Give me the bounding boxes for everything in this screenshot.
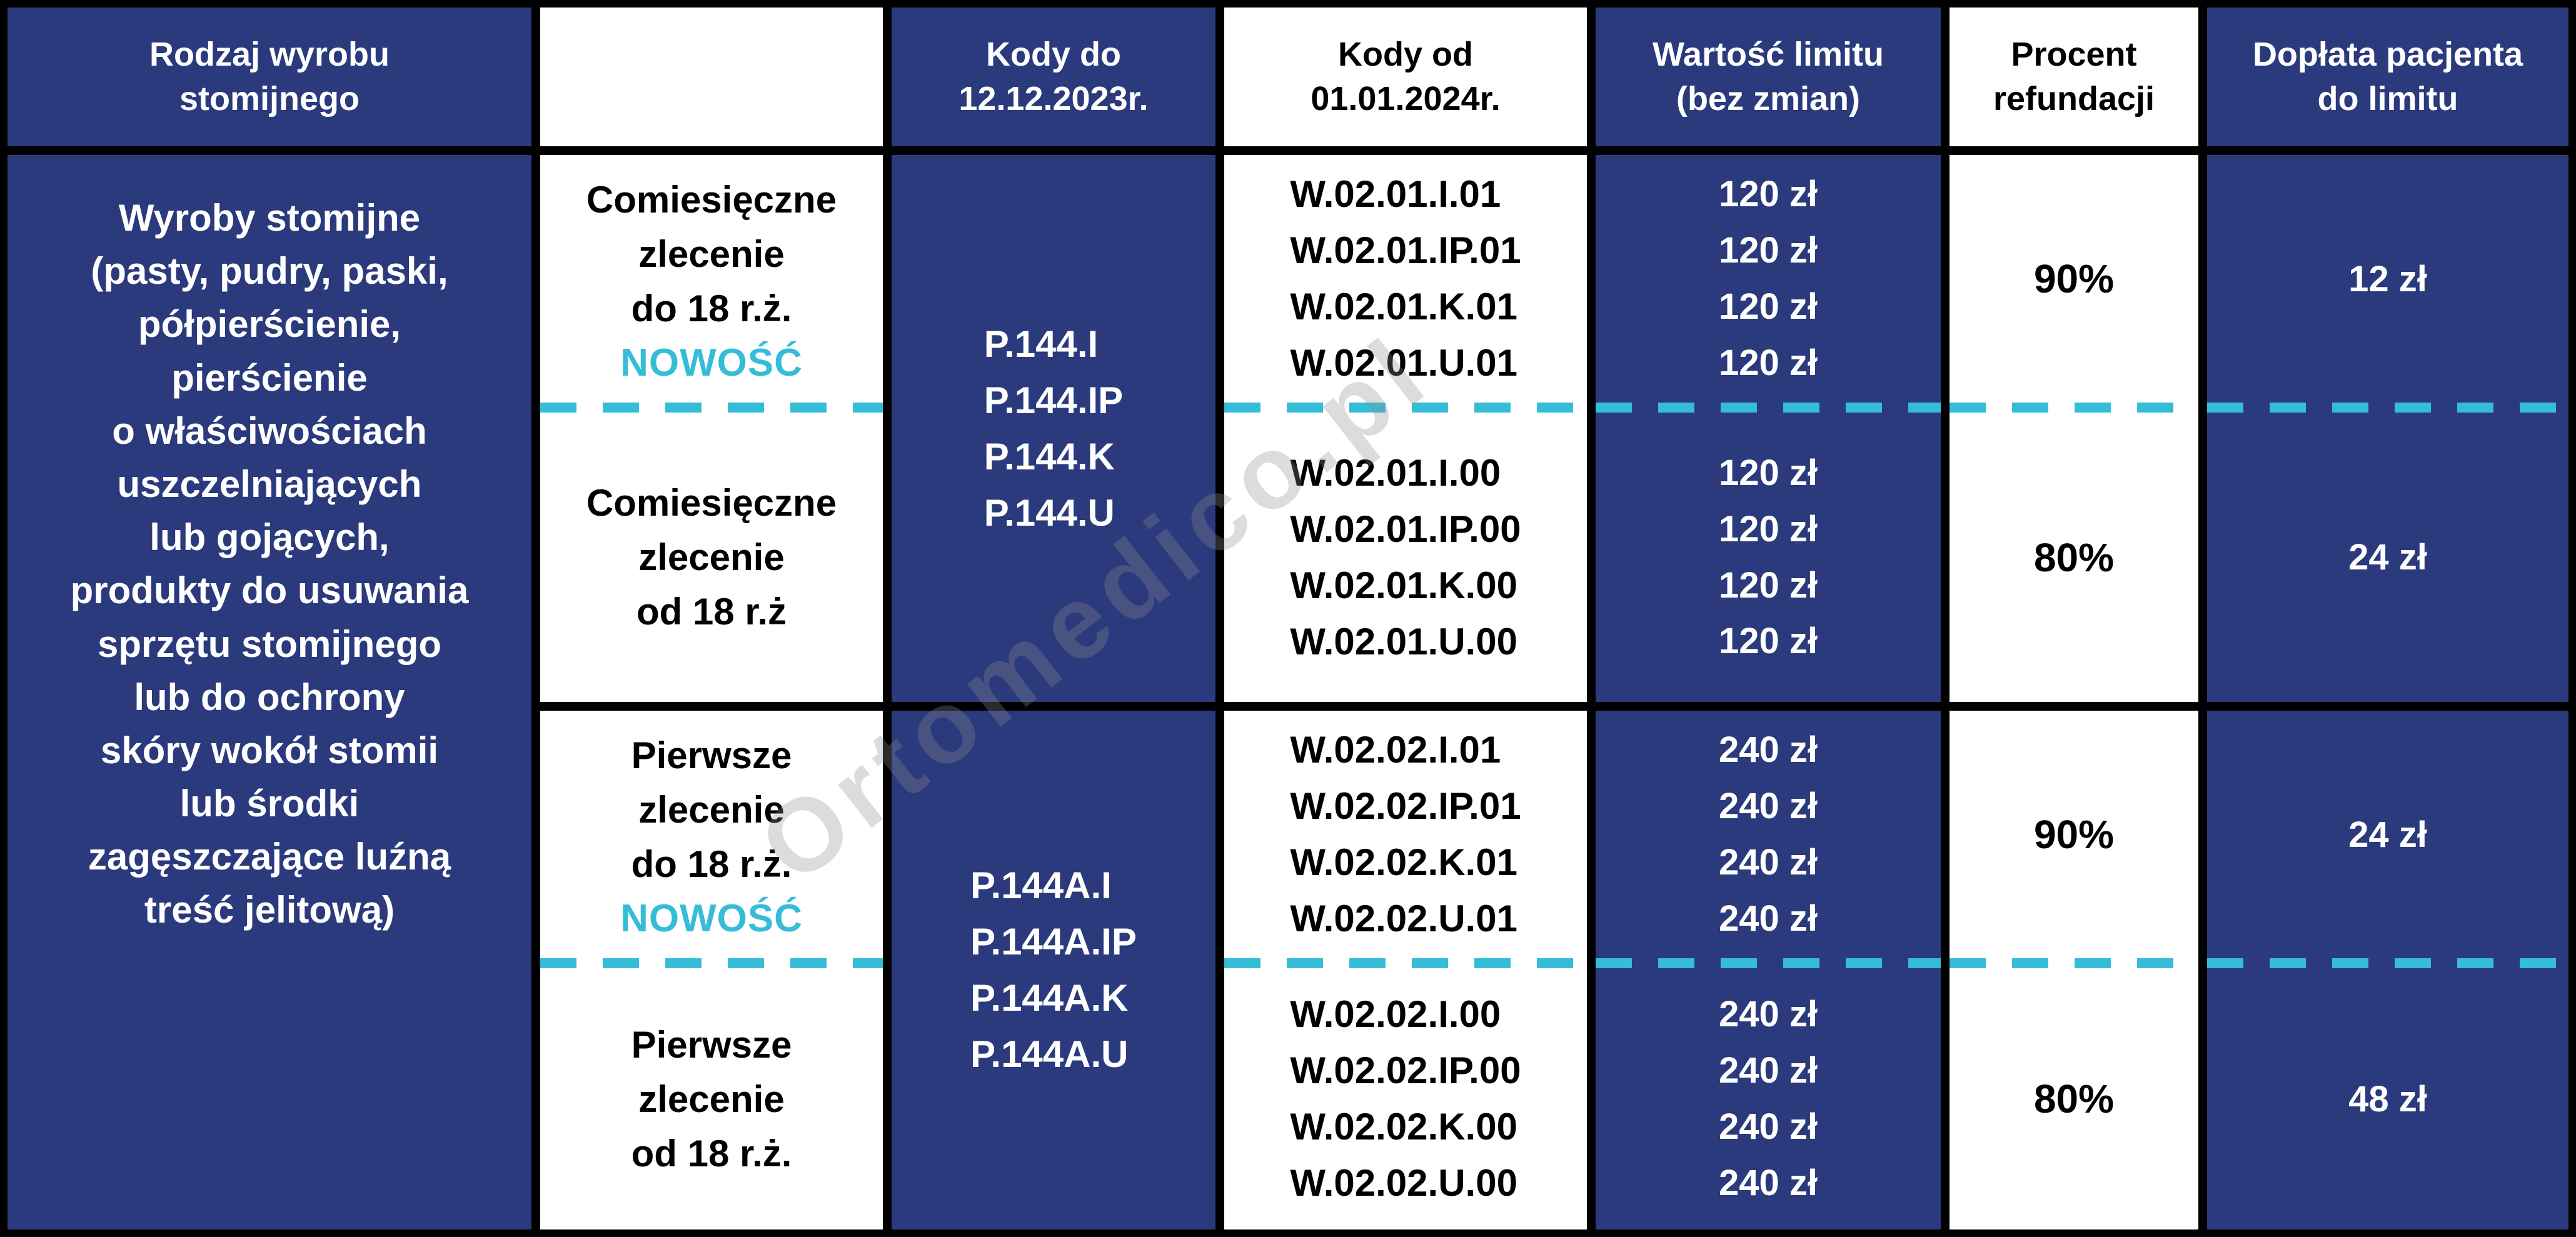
order-first-under18: Pierwsze zlecenie do 18 r.ż. NOWOŚĆ	[540, 711, 883, 958]
order-monthly-over18: Comiesięczne zlecenie od 18 r.ż	[540, 413, 883, 702]
limit-values: 240 zł 240 zł 240 zł 240 zł	[1719, 994, 1818, 1203]
dashed-divider	[1596, 958, 1941, 968]
dashed-divider	[540, 403, 883, 413]
refund-percent: 80%	[2033, 534, 2115, 580]
dashed-divider	[540, 958, 883, 968]
copay-value: 24 zł	[2348, 814, 2427, 855]
codes-old-list: P.144A.I P.144A.IP P.144A.K P.144A.U	[970, 864, 1137, 1075]
header-limit-value: Wartość limitu (bez zmian)	[1596, 8, 1941, 146]
header-product-type: Rodzaj wyrobu stomijnego	[8, 8, 531, 146]
header-patient-copay: Dopłata pacjenta do limitu	[2207, 8, 2568, 146]
codes-new-sub1: W.02.01.I.01 W.02.01.IP.01 W.02.01.K.01 …	[1224, 155, 1587, 403]
refund-sub2: 80%	[1950, 968, 2198, 1229]
refund-group2: 90% 80%	[1950, 711, 2198, 1229]
limit-sub1: 120 zł 120 zł 120 zł 120 zł	[1596, 155, 1941, 403]
dashed-divider	[1596, 403, 1941, 413]
header-refund-percent: Procent refundacji	[1950, 8, 2198, 146]
order-label: Comiesięczne zlecenie od 18 r.ż	[586, 482, 837, 633]
copay-sub1: 24 zł	[2207, 711, 2568, 958]
dashed-divider	[2207, 403, 2568, 413]
order-label: Comiesięczne zlecenie do 18 r.ż.	[586, 179, 837, 329]
codes-new-sub2: W.02.02.I.00 W.02.02.IP.00 W.02.02.K.00 …	[1224, 968, 1587, 1229]
product-type-cell: Wyroby stomijne (pasty, pudry, paski, pó…	[8, 155, 531, 1229]
limit-sub2: 120 zł 120 zł 120 zł 120 zł	[1596, 413, 1941, 702]
codes-old-group1: P.144.I P.144.IP P.144.K P.144.U	[892, 155, 1215, 702]
refund-percent: 90%	[2033, 256, 2115, 301]
copay-sub1: 12 zł	[2207, 155, 2568, 403]
refund-group1: 90% 80%	[1950, 155, 2198, 702]
dashed-divider	[1950, 958, 2198, 968]
dashed-divider	[1950, 403, 2198, 413]
refund-percent: 90%	[2033, 812, 2115, 857]
order-first-over18: Pierwsze zlecenie od 18 r.ż.	[540, 968, 883, 1229]
limit-values: 120 zł 120 zł 120 zł 120 zł	[1719, 174, 1818, 383]
codes-new-list: W.02.01.I.00 W.02.01.IP.00 W.02.01.K.00 …	[1290, 451, 1521, 663]
codes-old-group2: P.144A.I P.144A.IP P.144A.K P.144A.U	[892, 711, 1215, 1229]
dashed-divider	[2207, 958, 2568, 968]
order-label: Pierwsze zlecenie do 18 r.ż.	[631, 734, 792, 885]
refund-percent: 80%	[2033, 1076, 2115, 1121]
copay-value: 48 zł	[2348, 1078, 2427, 1119]
limit-sub2: 240 zł 240 zł 240 zł 240 zł	[1596, 968, 1941, 1229]
header-codes-old: Kody do 12.12.2023r.	[892, 8, 1215, 146]
codes-new-group2: W.02.02.I.01 W.02.02.IP.01 W.02.02.K.01 …	[1224, 711, 1587, 1229]
codes-new-sub1: W.02.02.I.01 W.02.02.IP.01 W.02.02.K.01 …	[1224, 711, 1587, 958]
codes-new-sub2: W.02.01.I.00 W.02.01.IP.00 W.02.01.K.00 …	[1224, 413, 1587, 702]
header-codes-new: Kody od 01.01.2024r.	[1224, 8, 1587, 146]
copay-value: 12 zł	[2348, 258, 2427, 299]
header-order-type	[540, 8, 883, 146]
codes-new-list: W.02.02.I.00 W.02.02.IP.00 W.02.02.K.00 …	[1290, 993, 1521, 1204]
order-type-group2: Pierwsze zlecenie do 18 r.ż. NOWOŚĆ Pier…	[540, 711, 883, 1229]
order-label: Pierwsze zlecenie od 18 r.ż.	[631, 1023, 792, 1174]
refund-sub1: 90%	[1950, 711, 2198, 958]
copay-sub2: 48 zł	[2207, 968, 2568, 1229]
copay-group1: 12 zł 24 zł	[2207, 155, 2568, 702]
limit-group2: 240 zł 240 zł 240 zł 240 zł 240 zł 240 z…	[1596, 711, 1941, 1229]
codes-new-list: W.02.02.I.01 W.02.02.IP.01 W.02.02.K.01 …	[1290, 729, 1521, 939]
codes-new-group1: W.02.01.I.01 W.02.01.IP.01 W.02.01.K.01 …	[1224, 155, 1587, 702]
limit-values: 120 zł 120 zł 120 zł 120 zł	[1719, 452, 1818, 662]
refund-sub2: 80%	[1950, 413, 2198, 702]
codes-old-list: P.144.I P.144.IP P.144.K P.144.U	[984, 323, 1124, 534]
limit-sub1: 240 zł 240 zł 240 zł 240 zł	[1596, 711, 1941, 958]
order-type-group1: Comiesięczne zlecenie do 18 r.ż. NOWOŚĆ …	[540, 155, 883, 702]
new-badge: NOWOŚĆ	[620, 341, 803, 384]
dashed-divider	[1224, 403, 1587, 413]
copay-group2: 24 zł 48 zł	[2207, 711, 2568, 1229]
copay-sub2: 24 zł	[2207, 413, 2568, 702]
codes-new-list: W.02.01.I.01 W.02.01.IP.01 W.02.01.K.01 …	[1290, 173, 1521, 384]
refund-sub1: 90%	[1950, 155, 2198, 403]
order-monthly-under18: Comiesięczne zlecenie do 18 r.ż. NOWOŚĆ	[540, 155, 883, 403]
new-badge: NOWOŚĆ	[620, 897, 803, 940]
copay-value: 24 zł	[2348, 537, 2427, 578]
limit-values: 240 zł 240 zł 240 zł 240 zł	[1719, 729, 1818, 939]
dashed-divider	[1224, 958, 1587, 968]
limit-group1: 120 zł 120 zł 120 zł 120 zł 120 zł 120 z…	[1596, 155, 1941, 702]
